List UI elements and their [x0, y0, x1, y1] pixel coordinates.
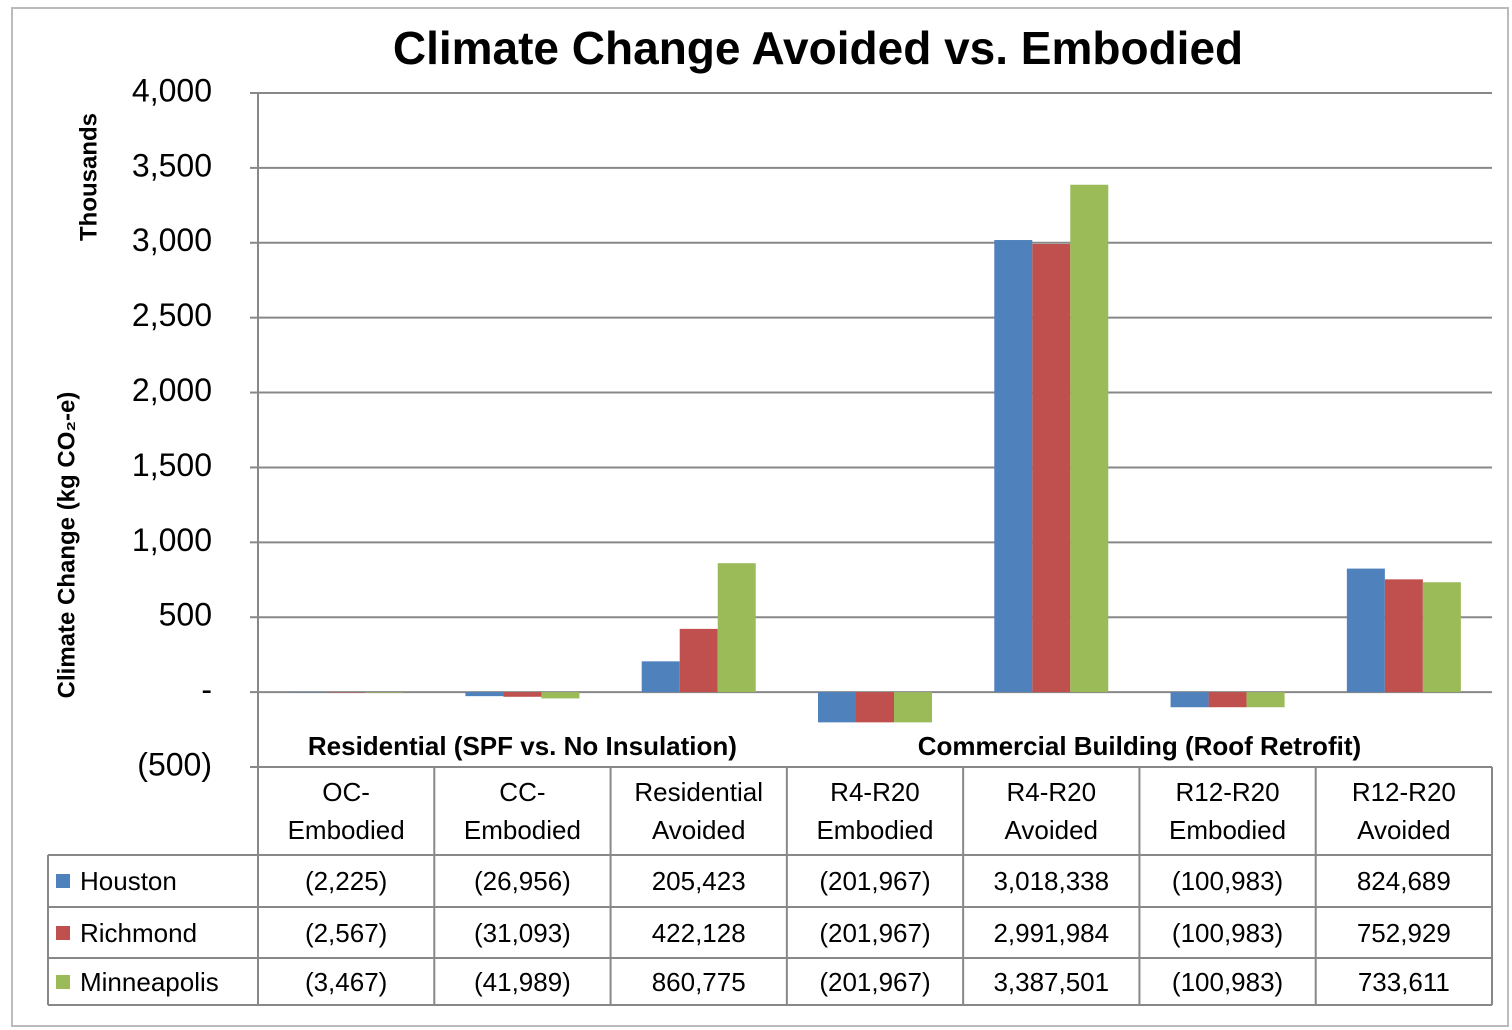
table-value: (26,956) — [474, 866, 571, 896]
table-value: 824,689 — [1356, 866, 1451, 896]
category-label: R12-R20 Avoided — [1351, 777, 1456, 845]
y-tick-label: 3,500 — [132, 147, 212, 183]
bar — [994, 240, 1033, 693]
y-tick-label: 2,000 — [132, 372, 212, 408]
legend-key — [56, 974, 70, 989]
bar — [1384, 579, 1423, 693]
bar — [1170, 692, 1209, 708]
y-tick-label: 1,500 — [132, 447, 212, 483]
table-value: 860,775 — [651, 966, 746, 997]
legend-entry: Richmond — [48, 907, 258, 958]
y-tick-label: 1,000 — [132, 522, 212, 558]
legend-label: Minneapolis — [80, 966, 219, 997]
chart-title: Climate Change Avoided vs. Embodied — [393, 22, 1243, 74]
legend-label: Richmond — [80, 917, 198, 948]
legend-key — [56, 925, 70, 940]
bar — [856, 692, 894, 723]
category-label: R12-R20 Embodied — [1169, 777, 1287, 845]
group-label: Commercial Building (Roof Retrofit) — [918, 731, 1361, 761]
table-value: (100,983) — [1171, 917, 1284, 948]
y-tick-label: - — [201, 672, 212, 708]
legend-entry: Minneapolis — [48, 958, 258, 1005]
table-value: (2,567) — [304, 917, 388, 948]
bar — [1032, 243, 1071, 693]
table-value: 733,611 — [1357, 966, 1450, 997]
table-value: (100,983) — [1171, 866, 1284, 896]
category-label: Residential Avoided — [634, 777, 764, 845]
bar — [465, 692, 504, 697]
table-value: (100,983) — [1171, 966, 1284, 997]
y-tick-label: (500) — [137, 746, 212, 782]
bar — [541, 692, 580, 699]
table-value: (41,989) — [474, 966, 571, 997]
bar — [1070, 184, 1109, 693]
chart-border — [11, 7, 1509, 1027]
bar — [1246, 692, 1285, 708]
y-tick-label: 2,500 — [132, 297, 212, 333]
y-unit-label: Thousands — [75, 113, 102, 241]
bar — [717, 563, 756, 693]
table-value: (2,225) — [304, 866, 388, 896]
table-value: 422,128 — [651, 917, 746, 948]
bar — [1208, 692, 1247, 708]
group-label: Residential (SPF vs. No Insulation) — [308, 731, 737, 761]
bar — [1346, 568, 1385, 693]
table-value: 2,991,984 — [993, 917, 1110, 948]
table-value: 205,423 — [651, 866, 746, 896]
table-value: 3,387,501 — [993, 966, 1110, 997]
table-value: (31,093) — [474, 917, 571, 948]
category-label: OC- Embodied — [287, 777, 405, 845]
bar — [1422, 582, 1461, 693]
legend-key — [56, 874, 70, 888]
bar — [679, 628, 718, 693]
category-label: R4-R20 Embodied — [816, 777, 934, 845]
category-label: CC- Embodied — [463, 777, 581, 845]
legend-entry: Houston — [48, 855, 258, 907]
bar — [818, 692, 856, 723]
table-value: (201,967) — [819, 866, 931, 896]
y-tick-label: 500 — [159, 597, 212, 633]
bar — [503, 692, 542, 697]
table-value: (201,967) — [819, 966, 931, 997]
y-axis-label: Climate Change (kg CO₂-e) — [53, 392, 80, 699]
table-value: 752,929 — [1356, 917, 1451, 948]
bar — [894, 692, 932, 723]
bar — [365, 692, 404, 693]
table-value: (201,967) — [819, 917, 931, 948]
bar — [641, 661, 680, 693]
category-label: R4-R20 Avoided — [1004, 777, 1099, 845]
y-tick-label: 3,000 — [132, 222, 212, 258]
table-value: (3,467) — [304, 966, 388, 997]
legend-label: Houston — [80, 866, 177, 896]
table-value: 3,018,338 — [993, 866, 1110, 896]
y-tick-label: 4,000 — [132, 72, 212, 108]
